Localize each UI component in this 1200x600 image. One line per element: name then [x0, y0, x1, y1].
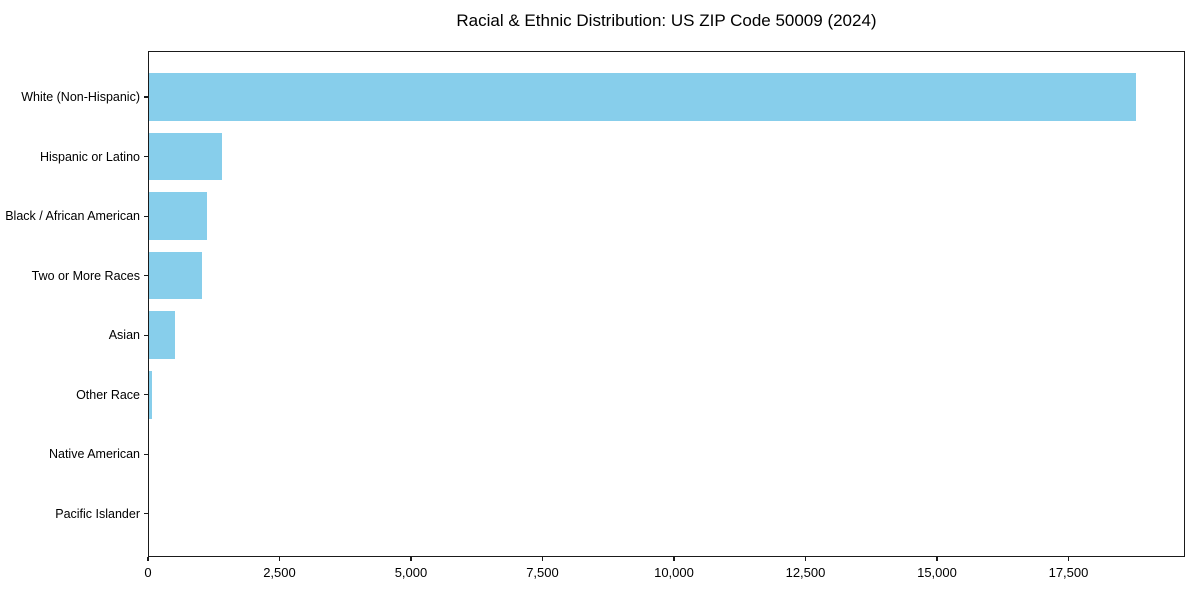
x-axis-tick-label: 2,500 [263, 565, 296, 580]
bar-native-american [148, 430, 149, 479]
x-tick-mark [1067, 557, 1070, 561]
y-tick-mark [144, 334, 148, 336]
x-axis-tick-label: 5,000 [394, 565, 428, 580]
bar-black-african-american [148, 192, 207, 240]
bar-hispanic-or-latino [148, 132, 222, 181]
bar-two-or-more-races [148, 251, 202, 300]
x-tick-mark [804, 557, 807, 561]
x-axis-tick-label: 0 [144, 565, 152, 580]
bar-white-non-hispanic [148, 73, 1136, 121]
y-axis-category-label: Native American [48, 447, 140, 462]
x-tick-mark [673, 557, 675, 561]
plot-area-frame [148, 51, 1185, 557]
x-tick-mark [147, 557, 149, 561]
y-tick-mark [144, 275, 148, 277]
x-tick-mark [410, 557, 412, 561]
y-axis-category-label: White (Non-Hispanic) [21, 90, 140, 104]
y-axis-category-label: Black / African American [5, 209, 140, 224]
y-tick-mark [144, 394, 148, 396]
y-tick-mark [144, 155, 148, 158]
bar-asian [148, 311, 175, 359]
y-axis-category-label: Hispanic or Latino [39, 149, 140, 164]
bar-other-race [148, 370, 153, 419]
x-tick-mark [936, 557, 938, 561]
x-tick-mark [278, 557, 281, 561]
y-axis-category-label: Asian [108, 328, 140, 343]
x-axis-tick-label: 10,000 [654, 565, 694, 580]
x-axis-tick-label: 15,000 [917, 565, 957, 580]
x-tick-mark [541, 557, 544, 561]
y-axis-category-label: Pacific Islander [55, 506, 140, 521]
x-axis-tick-label: 17,500 [1048, 565, 1089, 580]
y-tick-mark [144, 215, 148, 217]
y-tick-mark [144, 453, 148, 455]
chart-title: Racial & Ethnic Distribution: US ZIP Cod… [456, 11, 877, 30]
x-axis-tick-label: 12,500 [785, 565, 826, 580]
y-tick-mark [144, 96, 148, 98]
y-tick-mark [144, 513, 148, 515]
y-axis-category-label: Other Race [76, 387, 140, 402]
x-axis-tick-label: 7,500 [526, 565, 559, 580]
y-axis-category-label: Two or More Races [31, 268, 140, 283]
